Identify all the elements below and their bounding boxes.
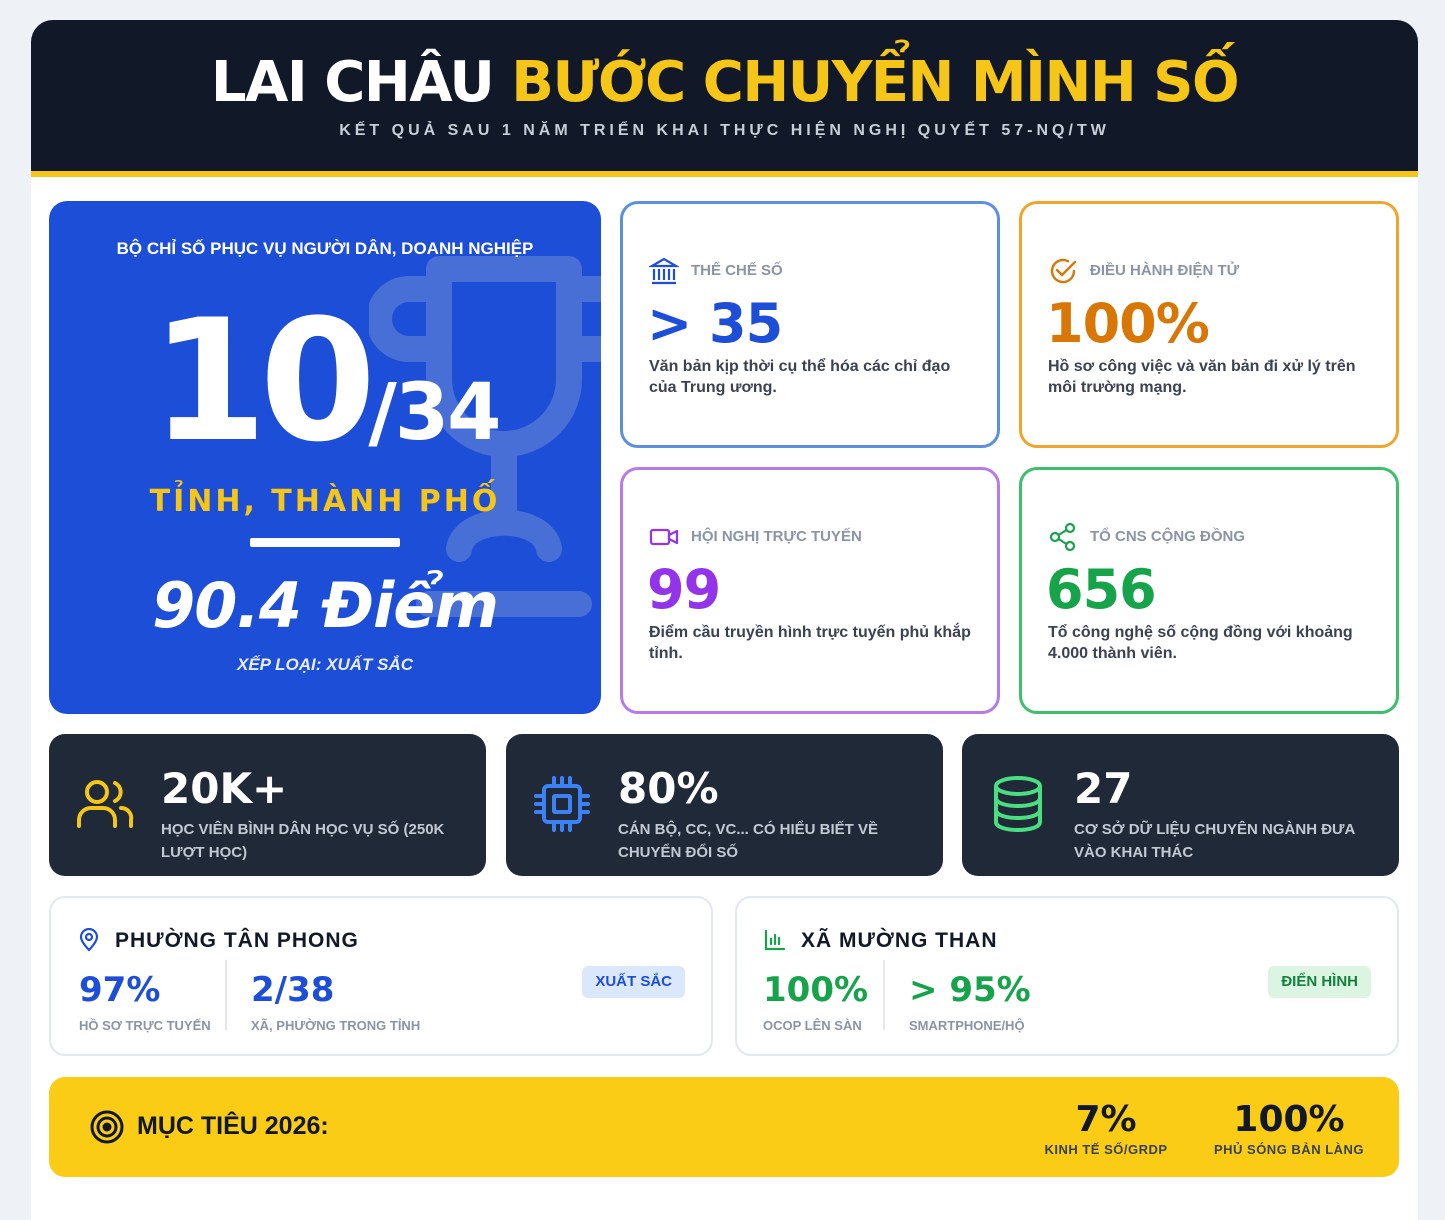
rank-value: 10 [150, 283, 377, 479]
hero-label: BỘ CHỈ SỐ PHỤC VỤ NGƯỜI DÂN, DOANH NGHIỆ… [116, 239, 534, 258]
location-metric: > 95% SMARTPHONE/HỘ [909, 970, 1031, 1033]
hero-score: 90.4 Điểm [152, 569, 499, 642]
stat-label: THỂ CHẾ SỐ [691, 262, 783, 279]
location-metric: 100% OCOP LÊN SÀN [763, 970, 868, 1033]
ranking-hero-card: BỘ CHỈ SỐ PHỤC VỤ NGƯỜI DÂN, DOANH NGHIỆ… [49, 201, 601, 714]
dark-card-description: HỌC VIÊN BÌNH DÂN HỌC VỤ SỐ (250K LƯỢT H… [161, 821, 445, 861]
dark-card-value: 27 [1074, 764, 1133, 813]
goal-label: MỤC TIÊU 2026: [137, 1112, 329, 1140]
stat-label: TỔ CNS CỘNG ĐỒNG [1090, 528, 1246, 545]
metric-value: > 95% [909, 970, 1031, 1010]
dark-card-description: CÁN BỘ, CC, VC... CÓ HIỂU BIẾT VỀ CHUYỂN… [618, 821, 879, 861]
metric-label: SMARTPHONE/HỘ [909, 1018, 1025, 1033]
location-name: XÃ MƯỜNG THAN [801, 929, 998, 952]
stat-value: 100% [1046, 292, 1210, 355]
metric-value: 97% [79, 970, 161, 1010]
header: LAI CHÂU BƯỚC CHUYỂN MÌNH SỐ KẾT QUẢ SAU… [31, 20, 1418, 177]
stat-description: Hồ sơ công việc và văn bản đi xử lý trên… [1048, 358, 1356, 396]
hero-classification: XẾP LOẠI: XUẤT SẮC [237, 655, 413, 674]
stat-card-dieu-hanh-dien-tu: ĐIỀU HÀNH ĐIỆN TỬ 100% Hồ sơ công việc v… [1019, 201, 1399, 448]
metric-value: 2/38 [251, 970, 335, 1010]
stat-value: 99 [647, 558, 721, 621]
goal-metric: 100% PHỦ SÓNG BẢN LÀNG [1209, 1099, 1369, 1157]
bank-icon [649, 257, 679, 285]
trophy-icon [369, 256, 601, 617]
check-circle-icon [1050, 258, 1077, 284]
goal-banner: MỤC TIÊU 2026: 7% KINH TẾ SỐ/GRDP 100% P… [49, 1077, 1399, 1177]
database-icon [994, 776, 1042, 833]
stat-description: Văn bản kịp thời cụ thể hóa các chỉ đạo … [649, 358, 951, 396]
stat-card-the-che-so: THỂ CHẾ SỐ > 35 Văn bản kịp thời cụ thể … [620, 201, 1000, 448]
stat-value: > 35 [647, 292, 783, 355]
stat-card-to-cns-cong-dong: TỔ CNS CỘNG ĐỒNG 656 Tổ công nghệ số cộn… [1019, 467, 1399, 714]
status-badge: XUẤT SẮC [582, 966, 685, 998]
metric-label: OCOP LÊN SÀN [763, 1018, 862, 1033]
divider [225, 960, 227, 1030]
location-metric: 2/38 XÃ, PHƯỜNG TRONG TỈNH [251, 970, 420, 1033]
goal-metric-label: KINH TẾ SỐ/GRDP [1044, 1142, 1168, 1157]
location-metric: 97% HỒ SƠ TRỰC TUYẾN [79, 970, 211, 1033]
goal-metric-label: PHỦ SÓNG BẢN LÀNG [1213, 1142, 1365, 1157]
infographic-frame: LAI CHÂU BƯỚC CHUYỂN MÌNH SỐ KẾT QUẢ SAU… [31, 20, 1418, 1220]
stat-description: Điểm cầu truyền hình trực tuyến phủ khắp… [649, 624, 971, 662]
stat-label: ĐIỀU HÀNH ĐIỆN TỬ [1090, 262, 1240, 279]
metric-label: XÃ, PHƯỜNG TRONG TỈNH [251, 1018, 421, 1033]
stat-label: HỘI NGHỊ TRỰC TUYẾN [691, 528, 862, 545]
map-pin-icon [79, 928, 99, 952]
stat-value: 656 [1046, 558, 1157, 621]
location-card-muong-than: XÃ MƯỜNG THAN ĐIỂN HÌNH 100% OCOP LÊN SÀ… [735, 896, 1399, 1056]
target-icon [90, 1110, 124, 1144]
status-badge: ĐIỂN HÌNH [1268, 966, 1371, 998]
divider [250, 538, 400, 547]
dark-card-can-bo: 80% CÁN BỘ, CC, VC... CÓ HIỂU BIẾT VỀ CH… [506, 734, 943, 876]
dark-card-hoc-vien: 20K+ HỌC VIÊN BÌNH DÂN HỌC VỤ SỐ (250K L… [49, 734, 486, 876]
divider [883, 960, 885, 1030]
dark-card-value: 80% [618, 764, 719, 813]
stat-card-hoi-nghi-truc-tuyen: HỘI NGHỊ TRỰC TUYẾN 99 Điểm cầu truyền h… [620, 467, 1000, 714]
dark-card-description: CƠ SỞ DỮ LIỆU CHUYÊN NGÀNH ĐƯA VÀO KHAI … [1074, 821, 1355, 861]
cpu-icon [534, 776, 590, 832]
stat-description: Tổ công nghệ số cộng đồng với khoảng 4.0… [1048, 624, 1353, 662]
location-card-tan-phong: PHƯỜNG TÂN PHONG XUẤT SẮC 97% HỒ SƠ TRỰC… [49, 896, 713, 1056]
goal-metric-value: 100% [1233, 1099, 1345, 1140]
goal-metric-value: 7% [1075, 1099, 1137, 1140]
page-title: LAI CHÂU BƯỚC CHUYỂN MÌNH SỐ [31, 50, 1418, 115]
bar-chart-icon [764, 929, 786, 951]
metric-label: HỒ SƠ TRỰC TUYẾN [79, 1018, 211, 1033]
metric-value: 100% [763, 970, 869, 1010]
goal-metric: 7% KINH TẾ SỐ/GRDP [1041, 1099, 1171, 1157]
rank-total: /34 [368, 368, 501, 458]
hero-rank: 10/34 [49, 291, 601, 471]
hero-unit: TỈNH, THÀNH PHỐ [149, 484, 501, 519]
video-icon [649, 528, 679, 546]
dark-card-value: 20K+ [161, 764, 288, 813]
location-name: PHƯỜNG TÂN PHONG [115, 929, 359, 952]
title-white: LAI CHÂU [210, 50, 495, 115]
title-yellow: BƯỚC CHUYỂN MÌNH SỐ [511, 50, 1239, 115]
users-icon [77, 780, 134, 828]
dark-card-co-so-du-lieu: 27 CƠ SỞ DỮ LIỆU CHUYÊN NGÀNH ĐƯA VÀO KH… [962, 734, 1399, 876]
page-subtitle: KẾT QUẢ SAU 1 NĂM TRIỂN KHAI THỰC HIỆN N… [339, 122, 1110, 139]
share-icon [1049, 522, 1076, 552]
